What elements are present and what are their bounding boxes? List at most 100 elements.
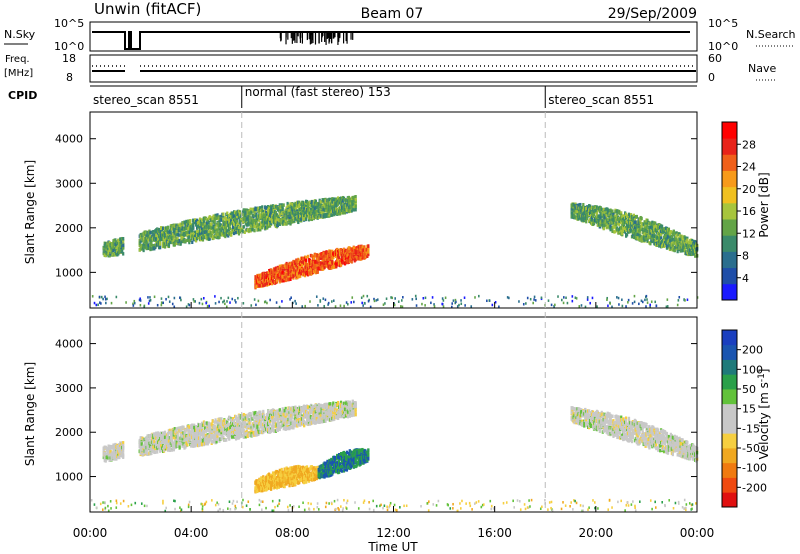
power-ylabel: Slant Range [km] <box>23 160 37 264</box>
data-cell <box>192 223 195 228</box>
data-cell <box>200 297 203 301</box>
data-cell <box>220 296 222 300</box>
data-cell <box>122 237 125 241</box>
data-cell <box>488 299 491 302</box>
data-cell <box>684 236 687 240</box>
data-cell <box>322 297 325 300</box>
data-cell <box>108 458 111 462</box>
data-cell <box>424 296 427 300</box>
data-cell <box>186 238 189 243</box>
data-cell <box>641 300 644 304</box>
colorbar-segment <box>722 251 737 269</box>
data-cell <box>682 237 685 242</box>
data-cell <box>323 304 326 308</box>
data-cell <box>253 298 256 301</box>
data-cell <box>494 300 497 304</box>
nsky-label: N.Sky <box>4 28 36 41</box>
power-data <box>91 195 699 309</box>
data-cell <box>261 205 264 209</box>
data-cell <box>343 304 345 308</box>
data-cell <box>299 265 302 270</box>
data-cell <box>360 296 363 299</box>
data-cell <box>257 299 260 303</box>
data-cell <box>300 271 303 276</box>
data-cell <box>263 300 266 304</box>
data-cell <box>227 223 230 227</box>
data-cell <box>159 245 162 250</box>
data-cell <box>265 210 268 215</box>
data-cell <box>602 226 605 231</box>
data-cell <box>367 252 370 256</box>
data-cell <box>422 296 425 300</box>
data-cell <box>93 301 96 305</box>
data-cell <box>232 224 235 228</box>
data-cell <box>304 204 308 208</box>
data-cell <box>149 298 152 302</box>
data-cell <box>232 229 236 233</box>
data-cell <box>609 224 612 229</box>
cpid-label: CPID <box>8 89 37 102</box>
data-cell <box>150 241 153 246</box>
data-cell <box>654 300 657 304</box>
data-cell <box>295 206 298 211</box>
y-tick-label: 4000 <box>55 133 83 146</box>
data-cell <box>332 299 335 302</box>
data-cell <box>235 301 237 304</box>
data-cell <box>160 303 163 307</box>
data-cell <box>695 250 698 255</box>
data-cell <box>171 302 174 306</box>
data-cell <box>246 223 249 227</box>
data-cell <box>611 229 614 234</box>
data-cell <box>486 299 488 303</box>
data-cell <box>222 300 224 304</box>
data-cell <box>145 237 148 241</box>
data-cell <box>574 296 577 299</box>
data-cell <box>108 444 111 449</box>
data-cell <box>651 239 654 244</box>
data-cell <box>229 301 231 304</box>
data-cell <box>352 207 355 212</box>
data-cell <box>222 212 225 216</box>
data-cell <box>171 235 174 239</box>
data-cell <box>255 303 257 307</box>
data-cell <box>184 239 187 243</box>
data-cell <box>306 204 310 209</box>
data-cell <box>382 303 385 306</box>
data-cell <box>526 296 529 300</box>
data-cell <box>661 224 664 229</box>
data-cell <box>288 206 291 210</box>
data-cell <box>139 299 142 302</box>
data-cell <box>198 231 202 236</box>
data-cell <box>640 225 643 230</box>
data-cell <box>657 226 660 231</box>
data-cell <box>666 305 669 308</box>
data-cell <box>120 447 123 452</box>
data-cell <box>625 223 629 227</box>
data-cell <box>253 228 256 233</box>
data-cell <box>110 301 113 305</box>
data-cell <box>354 257 357 262</box>
data-cell <box>234 299 236 302</box>
data-cell <box>600 207 603 212</box>
data-cell <box>533 298 535 301</box>
data-cell <box>262 210 265 214</box>
data-cell <box>533 295 536 299</box>
data-cell <box>627 301 629 304</box>
data-cell <box>219 223 222 227</box>
data-cell <box>627 298 630 302</box>
data-cell <box>580 216 583 221</box>
data-cell <box>596 305 598 308</box>
data-cell <box>618 303 620 306</box>
data-cell <box>226 211 229 216</box>
data-cell <box>142 248 145 253</box>
data-cell <box>411 298 414 301</box>
data-cell <box>643 238 646 242</box>
data-cell <box>132 304 135 307</box>
data-cell <box>319 200 322 204</box>
data-cell <box>566 301 569 305</box>
data-cell <box>97 303 99 307</box>
data-cell <box>317 304 319 307</box>
colorbar-segment <box>722 186 737 204</box>
data-cell <box>202 220 206 224</box>
date-title: 29/Sep/2009 <box>608 6 697 22</box>
